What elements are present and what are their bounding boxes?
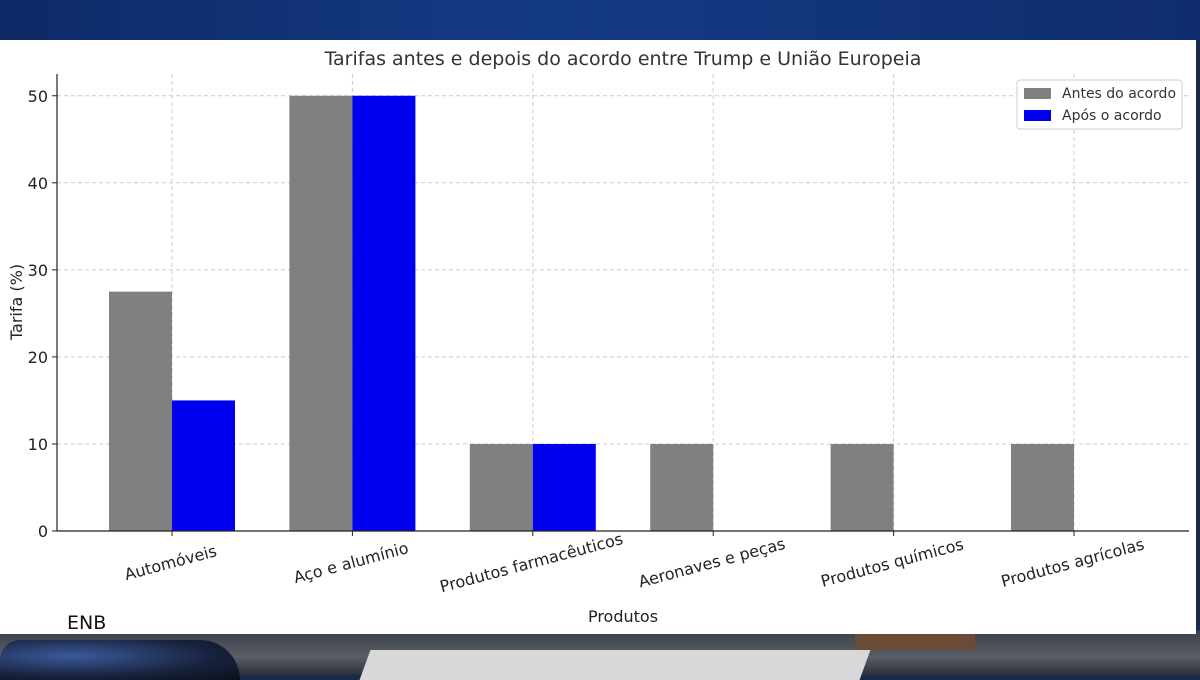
y-ticks: 0 10 20 30 40 50 (28, 87, 57, 541)
top-background-band (0, 0, 1200, 40)
x-axis-label: Produtos (588, 607, 658, 626)
legend-label: Após o acordo (1062, 108, 1162, 124)
background-car (0, 640, 240, 680)
bar-after (172, 400, 235, 531)
x-tick-label: Aeronaves e peças (636, 534, 787, 591)
x-tick-label: Produtos farmacêuticos (438, 529, 625, 596)
y-tick-label: 0 (38, 522, 48, 541)
y-tick-label: 20 (28, 348, 48, 367)
bar-after (352, 95, 416, 531)
bar-before (109, 291, 172, 531)
bar-before (650, 443, 714, 531)
bar-before (289, 95, 353, 531)
background-slab (359, 650, 871, 680)
y-axis-label: Tarifa (%) (7, 264, 26, 341)
x-tick-label: Automóveis (122, 541, 218, 584)
bars (109, 95, 1074, 531)
legend: Antes do acordo Após o acordo (1016, 79, 1183, 130)
bar-before (1011, 443, 1074, 531)
x-ticks: Automóveis Aço e alumínio Produtos farmacê… (122, 529, 1146, 596)
y-tick-label: 50 (28, 87, 48, 106)
legend-label: Antes do acordo (1062, 86, 1176, 102)
y-tick-label: 30 (28, 261, 48, 280)
axes (56, 74, 1189, 532)
bar-before (469, 443, 533, 531)
watermark-text: ENB (67, 612, 107, 634)
chart-title: Tarifas antes e depois do acordo entre T… (324, 48, 922, 70)
y-tick-label: 40 (28, 174, 48, 193)
legend-swatch (1024, 88, 1051, 99)
background-box (855, 634, 975, 650)
bar-chart: Tarifas antes e depois do acordo entre T… (7, 48, 1189, 626)
legend-swatch (1024, 110, 1051, 121)
x-tick-label: Produtos químicos (819, 535, 966, 591)
x-tick-label: Produtos agrícolas (999, 534, 1146, 590)
y-tick-label: 10 (28, 435, 48, 454)
x-tick-label: Aço e alumínio (291, 538, 410, 587)
bar-after (532, 443, 596, 531)
bar-before (830, 443, 894, 531)
chart-panel: Tarifas antes e depois do acordo entre T… (0, 40, 1196, 634)
legend-box (1016, 79, 1183, 130)
